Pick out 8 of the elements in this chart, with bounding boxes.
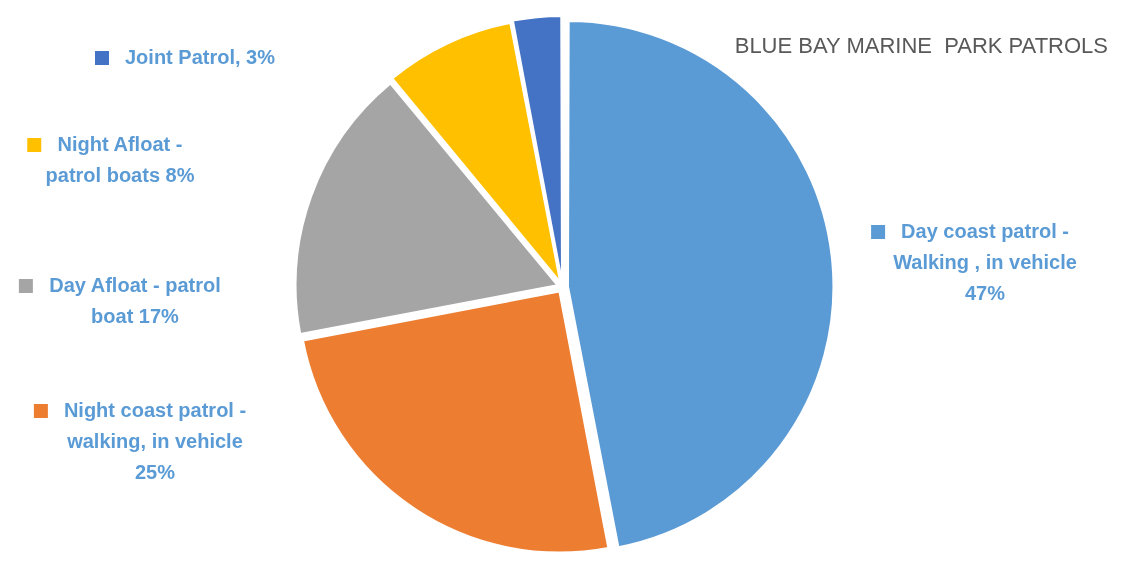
legend-label: Night coast patrol - walking, in vehicle	[63, 398, 247, 452]
text: BLUE BAY MARINE PARK PATROLS	[734, 33, 1108, 59]
data-label: 47%	[964, 281, 1006, 304]
legend-label: Joint Patrol, 3%	[124, 45, 276, 68]
legend-label: Day Afloat - patrol boat 17%	[49, 273, 221, 327]
legend-label: Day coast patrol - Walking , in vehicle	[893, 219, 1077, 273]
data-label: 25%	[134, 460, 176, 483]
legend-label: Night Afloat - patrol boats 8%	[45, 132, 195, 186]
